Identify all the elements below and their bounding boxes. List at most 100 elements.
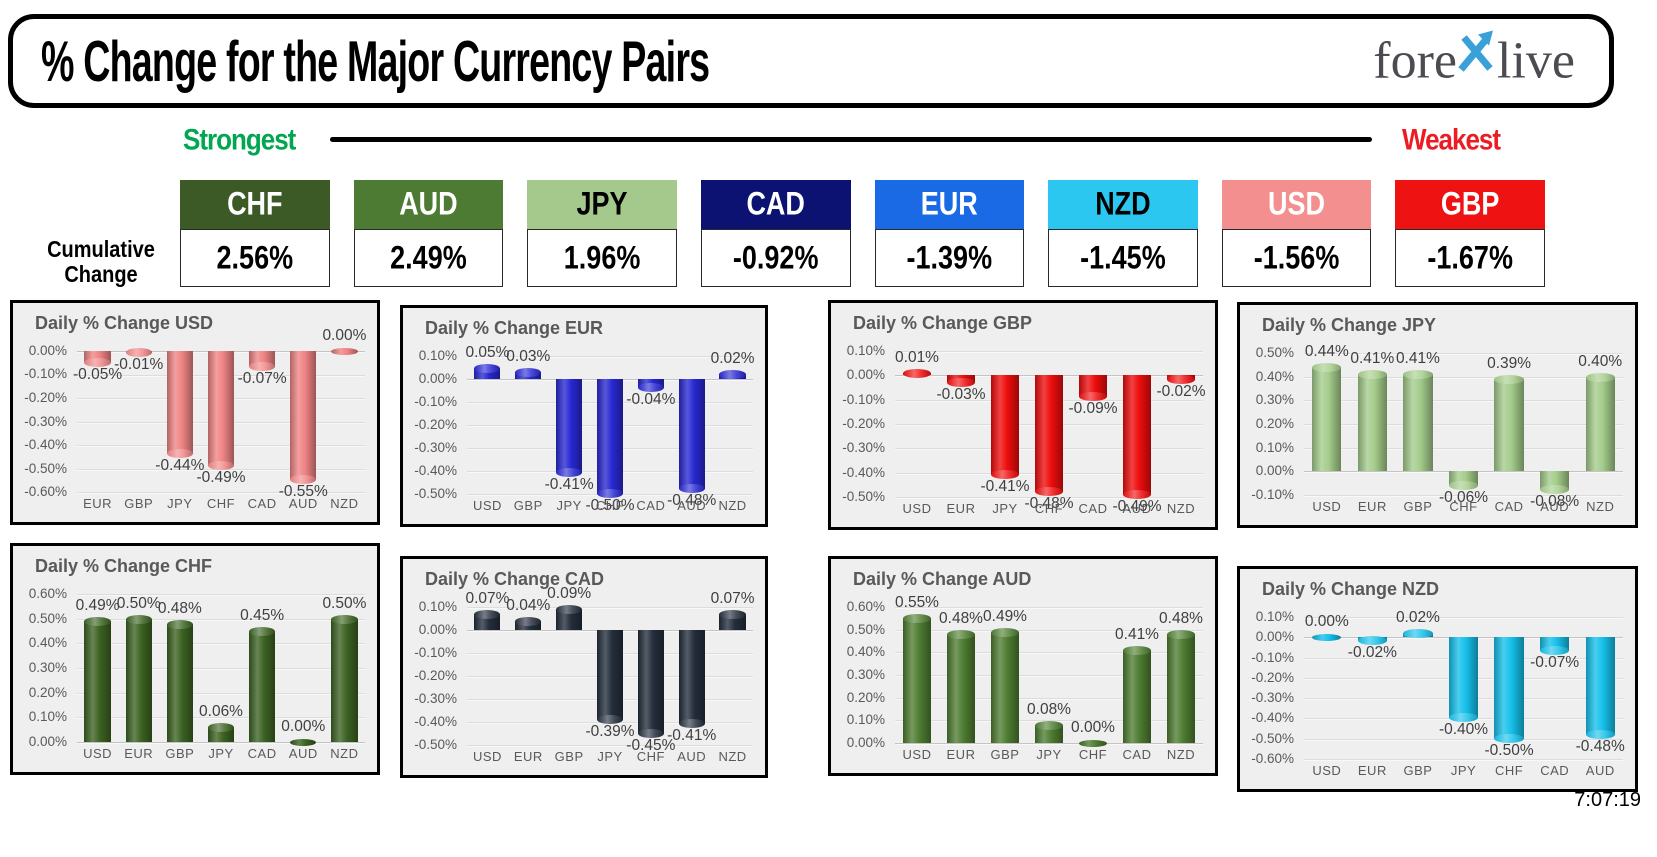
- cumulative-strip: CHF 2.56% AUD 2.49% JPY 1.96% CAD -0.92% EUR -1.3…: [180, 180, 1545, 287]
- y-axis-tick-label: -0.10%: [1251, 487, 1294, 502]
- data-label-cad: -0.04%: [626, 391, 676, 409]
- data-label-jpy: -0.40%: [1438, 721, 1489, 739]
- x-axis-label-eur: EUR: [124, 746, 154, 761]
- bar-aud: [290, 351, 317, 485]
- y-axis-tick-label: 0.50%: [846, 621, 885, 637]
- y-axis-tick-label: 0.40%: [28, 635, 67, 651]
- data-label-cad: -0.09%: [1068, 400, 1118, 418]
- data-label-chf: -0.50%: [1484, 741, 1534, 759]
- plot-area: 0.00% -0.02% 0.02% -0.40% -0.50% -0.07% -0.48%: [1304, 609, 1625, 760]
- x-axis-label-usd: USD: [472, 749, 502, 764]
- x-axis-label-jpy: JPY: [597, 749, 623, 764]
- chart-panel-nzd: Daily % Change NZD 0.10% 0.00% -0.10% -0.20%…: [1237, 566, 1638, 792]
- y-axis-tick-label: -0.10%: [414, 393, 457, 409]
- bar-usd: [1312, 363, 1342, 472]
- bar-eur: [1357, 370, 1387, 472]
- cumulative-value: -0.92%: [700, 229, 851, 287]
- x-axis-label-jpy: JPY: [556, 498, 582, 513]
- data-label-chf: -0.06%: [1438, 488, 1489, 506]
- x-axis-label-aud: AUD: [1122, 501, 1152, 516]
- data-label-eur: 0.41%: [1350, 350, 1395, 368]
- data-label-nzd: 0.50%: [322, 594, 367, 612]
- gridline: [77, 594, 365, 595]
- logo-arrow-x-icon: [1457, 27, 1497, 96]
- gridline: [1304, 617, 1623, 618]
- currency-box-chf: CHF 2.56%: [180, 180, 330, 287]
- bar-cad: [1540, 637, 1570, 656]
- plot-area: 0.07% 0.04% 0.09% -0.39% -0.45% -0.41% 0.07%: [465, 585, 754, 753]
- x-axis-label-gbp: GBP: [124, 496, 154, 511]
- bar-usd: [84, 617, 111, 742]
- currency-box-usd: USD -1.56%: [1221, 180, 1372, 287]
- currency-code: USD: [1221, 180, 1372, 229]
- currency-box-jpy: JPY 1.96%: [527, 180, 677, 287]
- x-axis-label-eur: EUR: [946, 501, 976, 516]
- gridline: [467, 607, 753, 608]
- bar-aud: [1540, 471, 1570, 495]
- chart-panel-gbp: Daily % Change GBP 0.10% 0.00% -0.10% -0.20%…: [828, 300, 1218, 530]
- cumulative-value: 2.56%: [180, 229, 330, 287]
- x-axis-label-gbp: GBP: [513, 498, 543, 513]
- bar-eur: [125, 614, 152, 742]
- plot-area: 0.44% 0.41% 0.41% -0.06% 0.39% -0.08% 0.40%: [1304, 343, 1623, 510]
- x-axis-label-chf: CHF: [1449, 499, 1478, 514]
- y-axis-tick-label: 0.40%: [846, 644, 885, 660]
- bar-eur: [84, 351, 111, 367]
- bar-cad: [1122, 646, 1152, 743]
- bar-jpy: [556, 379, 583, 478]
- y-axis-tick-label: 0.40%: [1255, 368, 1294, 384]
- bar-eur: [946, 375, 976, 387]
- y-axis-tick-label: 0.20%: [846, 689, 885, 705]
- bar-eur: [515, 616, 542, 630]
- y-axis-tick-label: -0.50%: [1251, 730, 1294, 746]
- currency-code: EUR: [874, 180, 1025, 229]
- bar-nzd: [1585, 372, 1615, 472]
- bar-gbp: [125, 348, 152, 358]
- x-axis-label-usd: USD: [902, 501, 932, 516]
- y-axis-tick-label: 0.30%: [28, 660, 67, 675]
- y-axis-tick-label: -0.30%: [842, 440, 885, 456]
- data-label-cad: -0.07%: [1530, 654, 1580, 672]
- y-axis-tick-label: 0.00%: [418, 621, 457, 637]
- x-axis-label-cad: CAD: [1122, 747, 1152, 762]
- data-label-chf: -0.48%: [1024, 495, 1074, 513]
- bar-cad: [248, 351, 276, 372]
- data-label-nzd: 0.02%: [710, 350, 755, 368]
- data-label-aud: -0.48%: [667, 492, 717, 510]
- strongest-label: Strongest: [183, 121, 296, 157]
- bar-gbp: [990, 627, 1020, 743]
- bar-nzd: [719, 370, 746, 380]
- gridline: [895, 351, 1203, 352]
- bar-gbp: [556, 605, 583, 630]
- bar-cad: [1494, 375, 1524, 472]
- data-label-gbp: 0.02%: [1395, 609, 1440, 627]
- y-axis-tick-label: 0.10%: [418, 348, 457, 363]
- data-label-usd: 0.07%: [465, 589, 510, 607]
- x-axis-label-chf: CHF: [1078, 747, 1108, 762]
- data-label-eur: -0.02%: [1347, 644, 1397, 662]
- y-axis-tick-label: 0.10%: [846, 343, 885, 358]
- data-label-aud: -0.08%: [1530, 493, 1580, 511]
- gridline: [1304, 495, 1623, 496]
- data-label-cad: 0.39%: [1487, 355, 1532, 373]
- data-label-chf: -0.50%: [585, 497, 635, 514]
- plot-area: 0.49% 0.50% 0.48% 0.06% 0.45% 0.00% 0.50%: [76, 594, 366, 746]
- data-label-nzd: 0.48%: [1159, 610, 1203, 628]
- y-axis-tick-label: -0.30%: [24, 413, 67, 429]
- x-axis-label-eur: EUR: [513, 749, 543, 764]
- chart-title: Daily % Change NZD: [1262, 579, 1440, 599]
- data-label-gbp: 0.03%: [506, 348, 551, 366]
- x-axis-label-usd: USD: [1312, 499, 1342, 514]
- bar-nzd: [1166, 375, 1196, 385]
- y-axis-tick-label: 0.50%: [28, 610, 67, 626]
- bar-gbp: [166, 619, 194, 742]
- x-axis-label-chf: CHF: [636, 749, 665, 764]
- bar-nzd: [331, 614, 358, 742]
- data-label-jpy: -0.44%: [155, 457, 205, 475]
- gridline: [77, 618, 365, 620]
- bar-jpy: [166, 351, 194, 459]
- data-label-chf: -0.49%: [196, 469, 246, 487]
- chart-title: Daily % Change JPY: [1262, 315, 1437, 335]
- gridline: [1304, 738, 1623, 740]
